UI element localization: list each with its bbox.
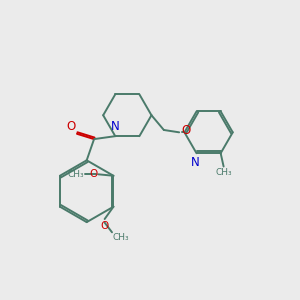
Text: O: O	[89, 169, 97, 179]
Text: O: O	[181, 124, 190, 137]
Text: N: N	[111, 120, 120, 133]
Text: O: O	[66, 120, 75, 133]
Text: CH₃: CH₃	[68, 170, 84, 179]
Text: CH₃: CH₃	[215, 168, 232, 177]
Text: CH₃: CH₃	[113, 233, 130, 242]
Text: O: O	[100, 221, 109, 231]
Text: N: N	[191, 156, 200, 169]
